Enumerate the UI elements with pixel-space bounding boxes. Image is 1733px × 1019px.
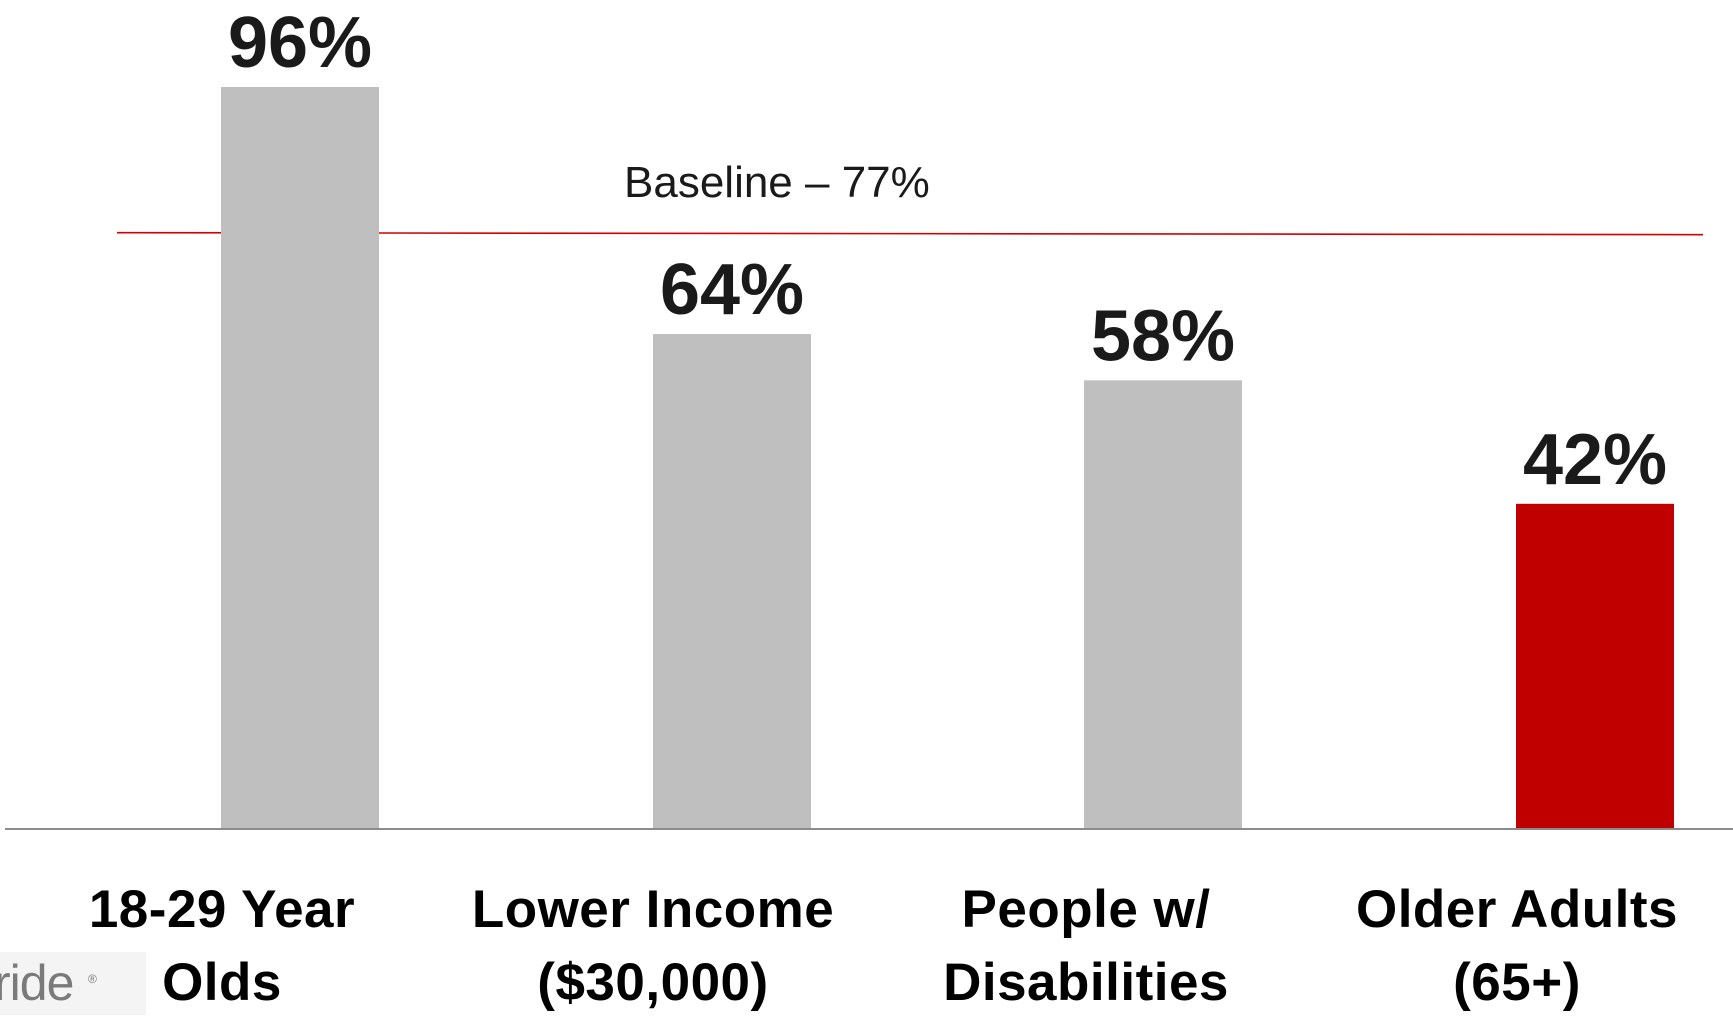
bar: [1516, 503, 1674, 828]
category-label-line: Olds: [162, 953, 282, 1012]
category-label: Lower Income ($30,000): [472, 873, 834, 1019]
logo-text: ride: [0, 955, 74, 1011]
category-label: Older Adults (65+): [1356, 873, 1678, 1019]
category-label-line: ($30,000): [537, 953, 769, 1012]
category-label-line: Disabilities: [943, 953, 1229, 1012]
logo-registered-mark: ®: [88, 972, 97, 986]
data-label: 96%: [228, 3, 372, 83]
category-label-line: People w/: [961, 880, 1211, 939]
bar: [1084, 380, 1242, 828]
baseline-label: Baseline – 77%: [624, 158, 930, 207]
category-label-line: Lower Income: [471, 880, 835, 939]
bar: [221, 87, 379, 828]
data-label: 42%: [1523, 420, 1667, 500]
data-label: 58%: [1091, 296, 1235, 376]
category-label: People w/Disabilities: [943, 873, 1229, 1019]
category-label-line: (65+): [1453, 953, 1581, 1012]
category-label-line: Older Adults: [1355, 880, 1679, 939]
baseline-line: [116, 231, 1704, 236]
brand-logo: ride ®: [0, 952, 146, 1015]
data-label: 64%: [660, 250, 804, 330]
category-label-line: 18-29 Year: [88, 880, 356, 939]
category-label: 18-29 Year Olds: [89, 873, 355, 1019]
bar: [653, 334, 811, 828]
